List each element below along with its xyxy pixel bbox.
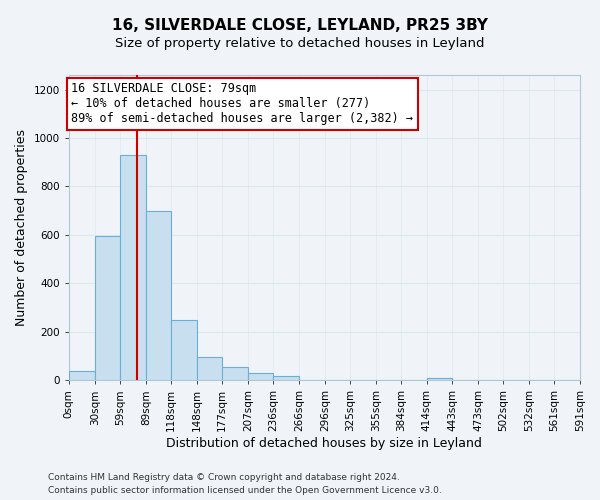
Text: Contains HM Land Registry data © Crown copyright and database right 2024.: Contains HM Land Registry data © Crown c… xyxy=(48,472,400,482)
Bar xyxy=(197,358,222,380)
Text: 16 SILVERDALE CLOSE: 79sqm
← 10% of detached houses are smaller (277)
89% of sem: 16 SILVERDALE CLOSE: 79sqm ← 10% of deta… xyxy=(71,82,413,126)
Text: Size of property relative to detached houses in Leyland: Size of property relative to detached ho… xyxy=(115,38,485,51)
Bar xyxy=(273,376,299,380)
Bar xyxy=(69,371,95,380)
Bar xyxy=(248,373,273,380)
Bar xyxy=(171,320,197,380)
Bar xyxy=(146,210,171,380)
Text: 16, SILVERDALE CLOSE, LEYLAND, PR25 3BY: 16, SILVERDALE CLOSE, LEYLAND, PR25 3BY xyxy=(112,18,488,32)
Bar xyxy=(427,378,452,380)
Bar xyxy=(95,236,120,380)
Text: Contains public sector information licensed under the Open Government Licence v3: Contains public sector information licen… xyxy=(48,486,442,495)
Bar xyxy=(120,155,146,380)
Bar xyxy=(222,367,248,380)
X-axis label: Distribution of detached houses by size in Leyland: Distribution of detached houses by size … xyxy=(166,437,482,450)
Y-axis label: Number of detached properties: Number of detached properties xyxy=(15,129,28,326)
